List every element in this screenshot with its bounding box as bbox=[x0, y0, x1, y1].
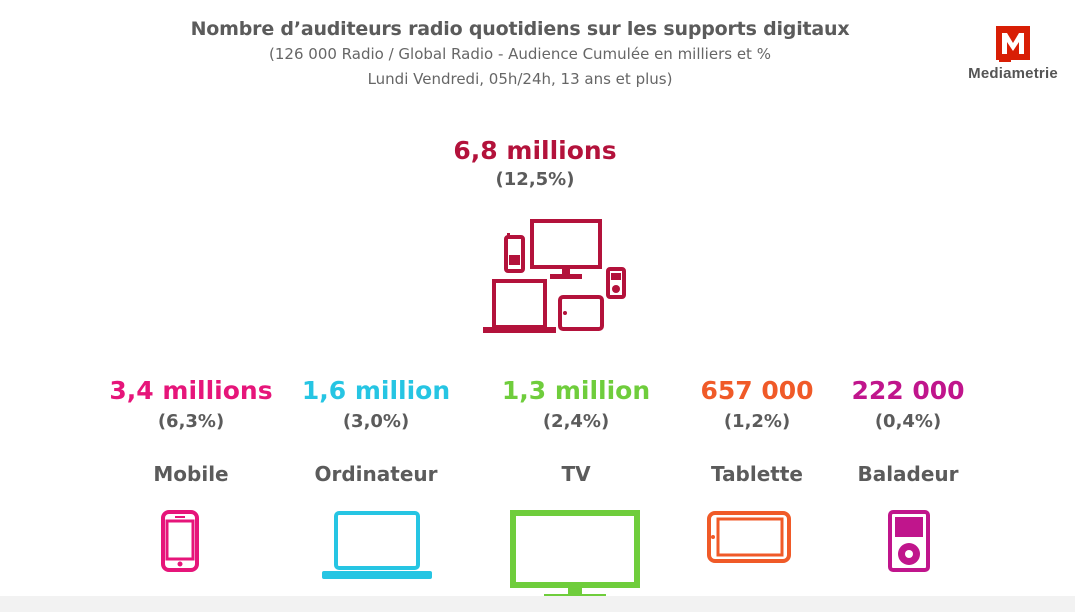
logo-text: Mediametrie bbox=[968, 65, 1058, 82]
device-column-tablette: 657 000 (1,2%) Tablette bbox=[657, 376, 857, 486]
device-label: Tablette bbox=[711, 462, 803, 486]
device-percent: (1,2%) bbox=[723, 411, 791, 432]
tablet-icon bbox=[707, 511, 791, 563]
device-label: Ordinateur bbox=[314, 462, 438, 486]
mediametrie-m-logo-icon bbox=[996, 26, 1030, 62]
device-percent: (6,3%) bbox=[157, 411, 225, 432]
device-value: 1,3 million bbox=[501, 376, 651, 405]
device-value: 1,6 million bbox=[301, 376, 451, 405]
device-value: 3,4 millions bbox=[109, 376, 273, 405]
smartphone-icon bbox=[161, 510, 199, 572]
laptop-icon bbox=[322, 511, 432, 579]
device-value: 222 000 bbox=[851, 376, 965, 405]
device-percent: (0,4%) bbox=[874, 411, 942, 432]
total-percent: (12,5%) bbox=[495, 169, 575, 190]
device-value: 657 000 bbox=[700, 376, 814, 405]
bottom-band bbox=[0, 596, 1075, 612]
total-block: 6,8 millions (12,5%) bbox=[385, 136, 685, 190]
music-player-icon bbox=[888, 510, 930, 572]
mediametrie-logo: Mediametrie bbox=[958, 24, 1068, 82]
device-column-baladeur: 222 000 (0,4%) Baladeur bbox=[808, 376, 1008, 486]
multi-device-icon bbox=[483, 219, 626, 333]
total-value: 6,8 millions bbox=[453, 136, 617, 165]
page-title: Nombre d’auditeurs radio quotidiens sur … bbox=[190, 18, 850, 40]
device-label: TV bbox=[561, 462, 591, 486]
tv-icon bbox=[510, 510, 640, 601]
device-percent: (2,4%) bbox=[542, 411, 610, 432]
subtitle-line-1: (126 000 Radio / Global Radio - Audience… bbox=[269, 45, 771, 63]
device-label: Baladeur bbox=[857, 462, 959, 486]
device-column-mobile: 3,4 millions (6,3%) Mobile bbox=[91, 376, 291, 486]
device-column-ordinateur: 1,6 million (3,0%) Ordinateur bbox=[276, 376, 476, 486]
device-label: Mobile bbox=[153, 462, 229, 486]
subtitle-line-2: Lundi Vendredi, 05h/24h, 13 ans et plus) bbox=[367, 70, 673, 88]
device-percent: (3,0%) bbox=[342, 411, 410, 432]
device-column-tv: 1,3 million (2,4%) TV bbox=[476, 376, 676, 486]
header: Nombre d’auditeurs radio quotidiens sur … bbox=[150, 18, 890, 90]
